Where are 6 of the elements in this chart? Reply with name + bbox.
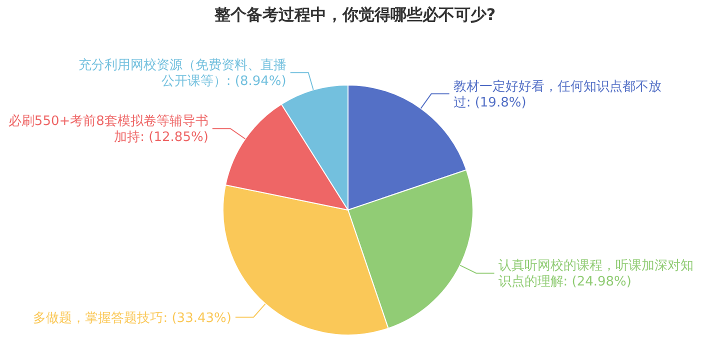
slice-label: 教材一定好好看，任何知识点都不放过: (19.8%): [453, 79, 662, 110]
slice-label: 必刷550+考前8套模拟卷等辅导书加持: (12.85%): [8, 114, 208, 146]
slice-label: 认真听网校的课程，听课加深对知识点的理解: (24.98%): [498, 258, 694, 290]
slice-label: 多做题，掌握答题技巧: (33.43%): [33, 310, 232, 326]
slice-label: 充分利用网校资源（免费资料、直播公开课等）: (8.94%): [78, 58, 286, 90]
chart-title: 整个备考过程中，你觉得哪些必不可少?: [213, 5, 496, 24]
